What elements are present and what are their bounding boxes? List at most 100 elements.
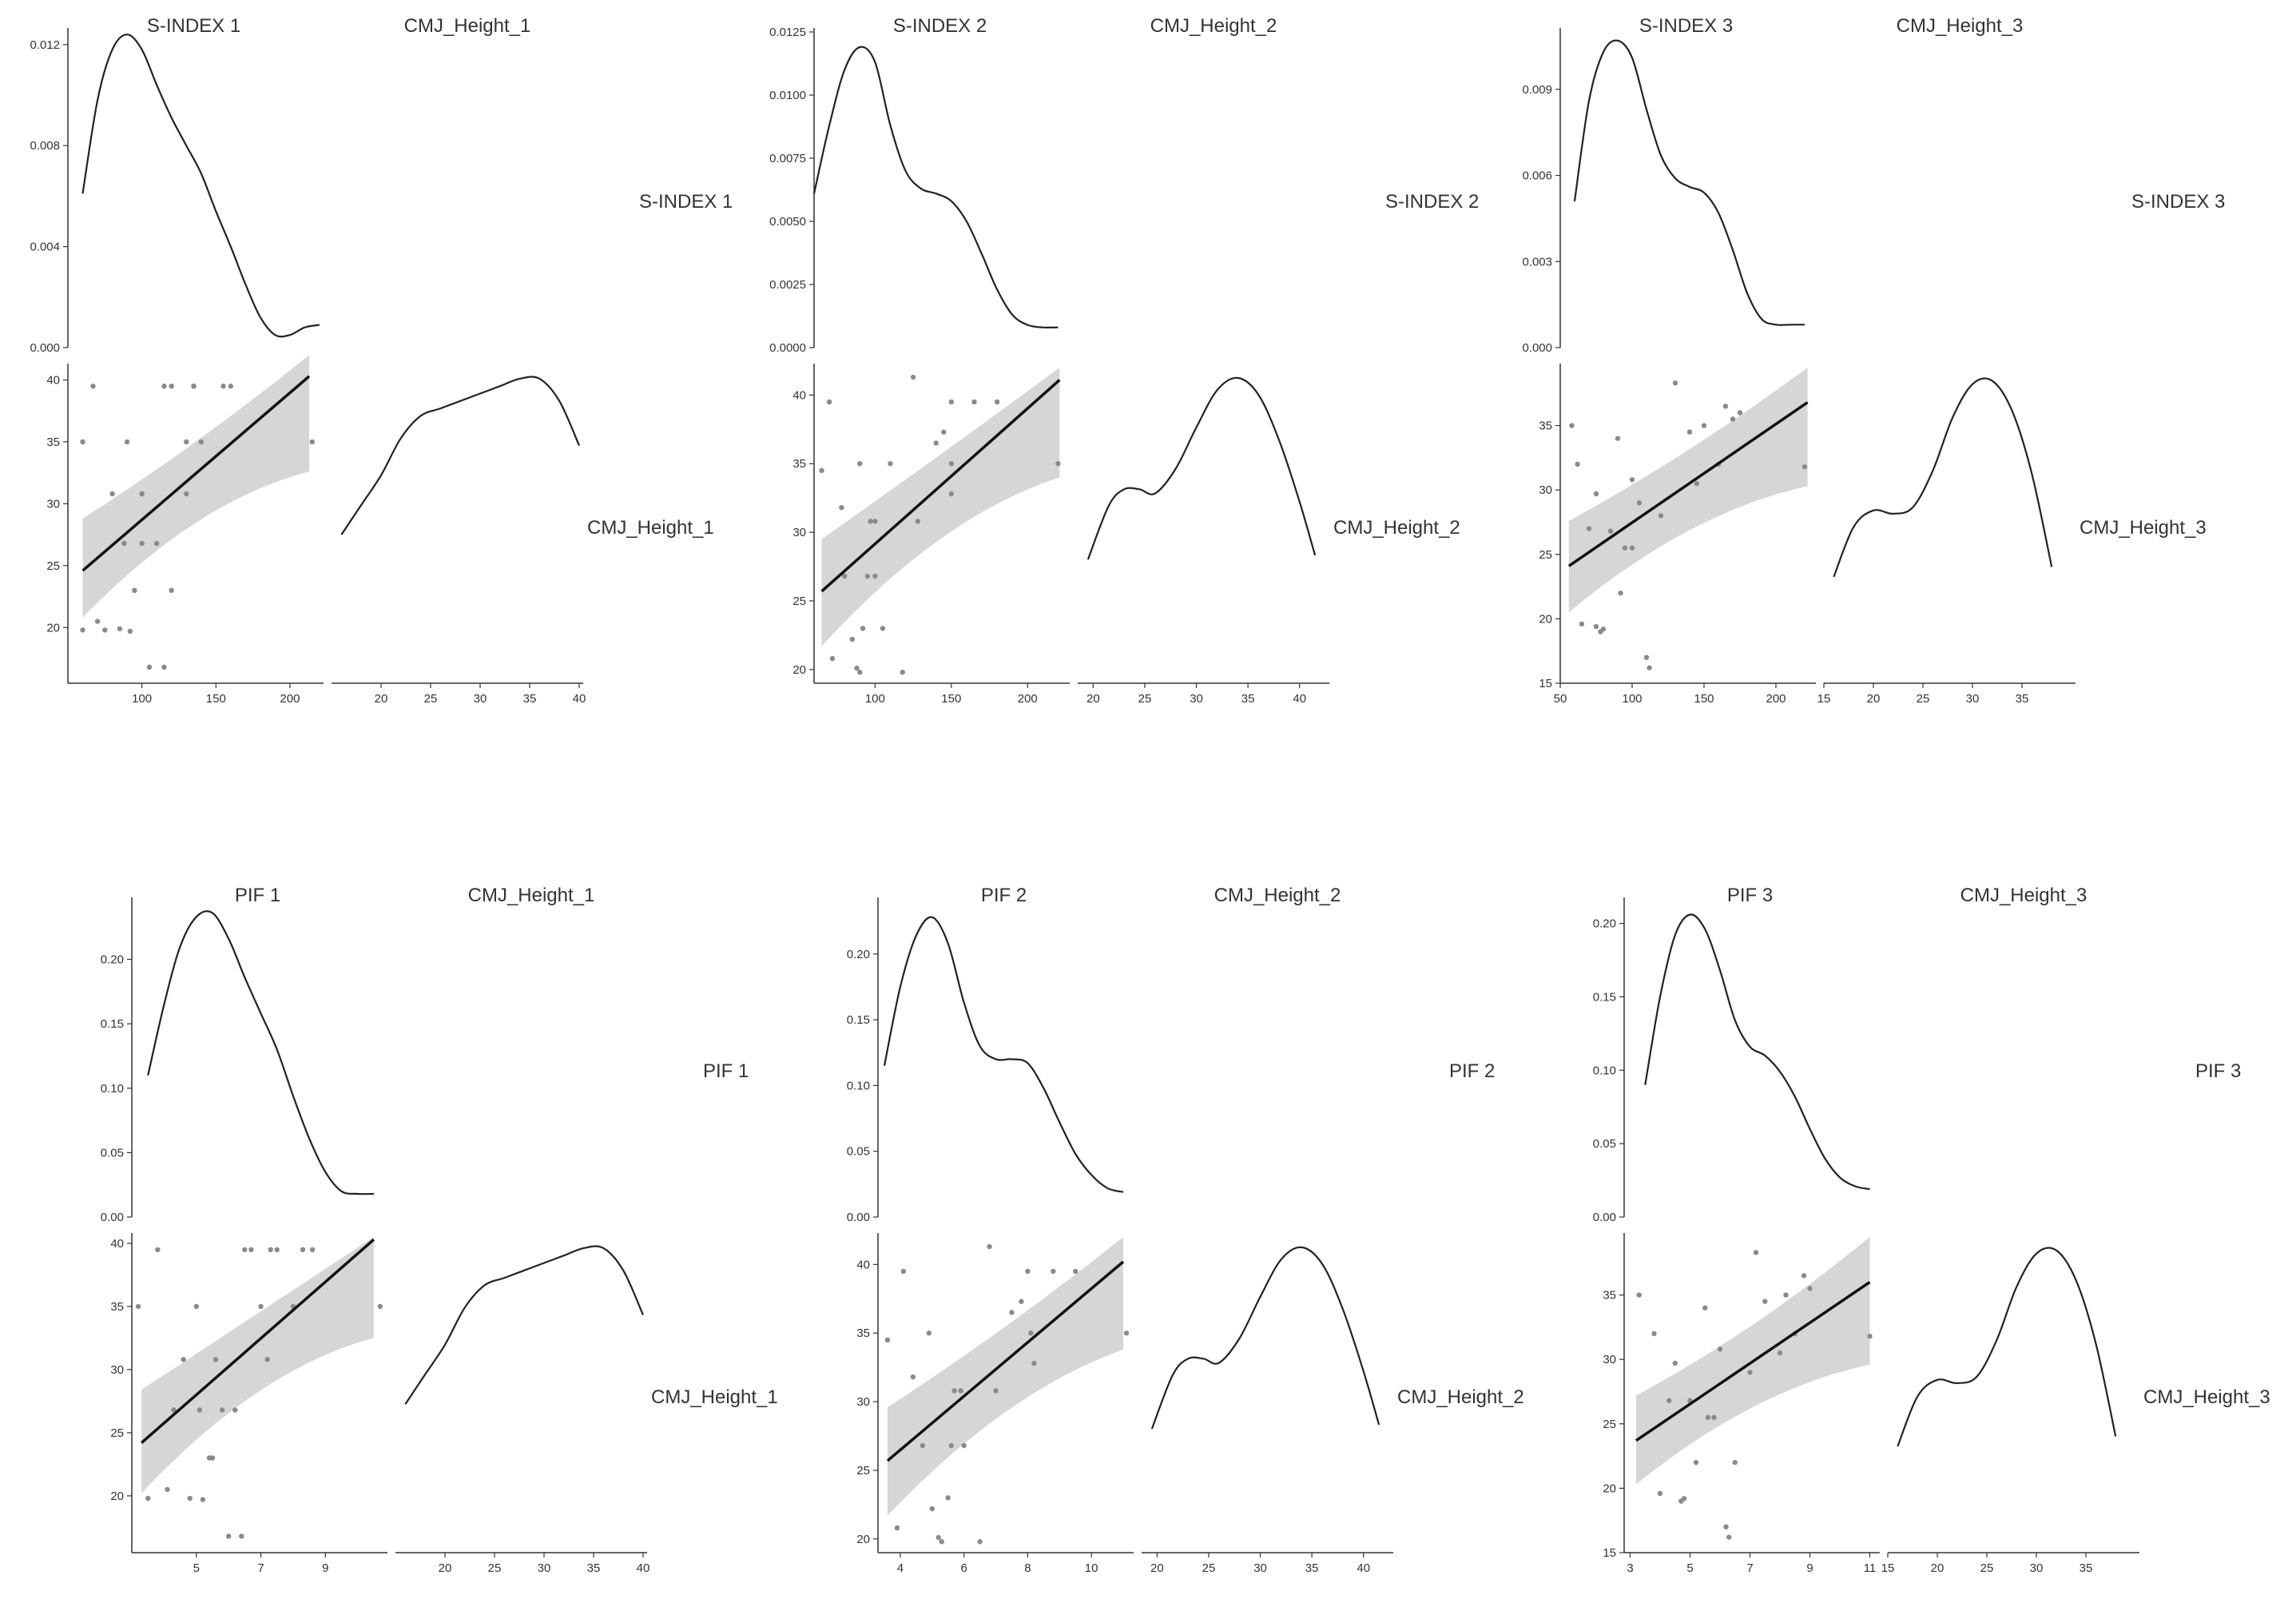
scatter-point — [945, 1495, 951, 1501]
scatter-point — [1025, 1268, 1031, 1275]
scatter-point — [1593, 623, 1599, 630]
row-label-y: CMJ_Height_1 — [651, 1386, 778, 1408]
column-title-x: S-INDEX 3 — [1639, 15, 1733, 37]
scatter-point — [1615, 436, 1621, 441]
y-tick-label: 0.0075 — [769, 152, 806, 165]
scatter-point — [193, 1303, 199, 1310]
scatter-point — [155, 1247, 161, 1252]
scatter-point — [1701, 423, 1707, 428]
regression-line — [140, 1238, 375, 1444]
y-tick-label: 0.0100 — [769, 89, 806, 102]
x-tick-label: 10 — [1085, 1561, 1098, 1575]
scatter-point — [377, 1303, 383, 1310]
scatter-point — [1777, 1350, 1783, 1356]
scatter-point — [169, 384, 174, 389]
scatter-point — [993, 1388, 999, 1394]
scatter-point — [857, 461, 863, 467]
row-label-y: CMJ_Height_3 — [2143, 1386, 2270, 1408]
scatter-point — [1666, 1398, 1672, 1403]
density-curve-x — [812, 46, 1059, 329]
scatter-point — [933, 440, 939, 446]
x-tick-label: 35 — [1305, 1561, 1319, 1575]
scatter-point — [124, 439, 130, 445]
scatter-point — [819, 467, 824, 474]
y-tick-label: 30 — [46, 497, 60, 511]
scatter-point — [1028, 1331, 1034, 1336]
y-tick-label: 0.05 — [101, 1146, 124, 1159]
scatter-point — [1658, 513, 1664, 519]
y-tick-label: 30 — [1539, 483, 1552, 497]
y-tick-label: 0.10 — [847, 1079, 870, 1092]
y-tick-label: 25 — [110, 1426, 124, 1440]
y-tick-label: 0.009 — [1522, 83, 1552, 97]
scatter-point — [181, 1357, 186, 1362]
x-tick-label: 200 — [1766, 692, 1786, 706]
pairplot-group: PIF 3 CMJ_Height_3 PIF 3 CMJ_Height_3 0.00 0.… — [1593, 885, 2270, 1575]
scatter-point — [1073, 1268, 1078, 1275]
y-tick-label: 20 — [792, 663, 806, 677]
density-curve-x — [1644, 913, 1870, 1191]
scatter-point — [1672, 1360, 1678, 1366]
x-tick-label: 25 — [1917, 692, 1930, 706]
scatter-point — [135, 1303, 141, 1310]
row-label-x: PIF 3 — [2195, 1060, 2241, 1082]
scatter-point — [1732, 1459, 1738, 1466]
scatter-point — [1618, 590, 1623, 596]
x-tick-label: 20 — [439, 1561, 452, 1575]
x-tick-label: 3 — [1627, 1561, 1633, 1575]
y-tick-label: 0.000 — [1522, 341, 1552, 355]
scatter-point — [198, 439, 204, 445]
scatter-point — [200, 1497, 206, 1502]
scatter-point — [121, 540, 127, 547]
scatter-point — [1681, 1496, 1687, 1502]
x-tick-label: 35 — [523, 692, 537, 706]
y-tick-label: 30 — [792, 526, 806, 539]
y-tick-label: 0.0000 — [769, 341, 806, 355]
scatter-point — [872, 519, 878, 524]
y-tick-label: 35 — [110, 1300, 124, 1314]
scatter-point — [1569, 423, 1575, 428]
scatter-point — [894, 1525, 900, 1531]
scatter-point — [948, 461, 955, 467]
y-tick-label: 0.006 — [1522, 169, 1552, 183]
y-tick-label: 35 — [856, 1327, 870, 1340]
y-tick-label: 0.00 — [101, 1211, 124, 1224]
x-tick-label: 20 — [1150, 1561, 1164, 1575]
scatter-point — [1575, 461, 1580, 467]
y-tick-label: 35 — [46, 436, 60, 449]
scatter-point — [127, 628, 133, 634]
row-label-y: CMJ_Height_2 — [1397, 1386, 1524, 1408]
y-tick-label: 0.0025 — [769, 278, 806, 292]
scatter-point — [1801, 1273, 1807, 1279]
scatter-point — [1737, 410, 1743, 416]
x-tick-label: 40 — [573, 692, 586, 706]
scatter-point — [935, 1534, 941, 1541]
x-tick-label: 15 — [1817, 692, 1831, 706]
x-tick-label: 40 — [637, 1561, 650, 1575]
scatter-point — [951, 1388, 957, 1394]
scatter-point — [80, 627, 85, 633]
scatter-point — [264, 1357, 270, 1362]
x-tick-label: 150 — [941, 692, 961, 706]
regression-line — [820, 379, 1061, 593]
y-tick-label: 0.00 — [1593, 1211, 1616, 1224]
scatter-point — [948, 491, 955, 497]
scatter-point — [829, 655, 836, 662]
row-label-x: S-INDEX 3 — [2131, 191, 2225, 213]
y-tick-label: 20 — [856, 1533, 870, 1546]
scatter-point — [1723, 1524, 1729, 1529]
y-tick-label: 0.00 — [847, 1211, 870, 1224]
x-tick-label: 30 — [474, 692, 487, 706]
scatter-point — [900, 670, 905, 675]
scatter-point — [1647, 665, 1652, 670]
regression-line — [1635, 1280, 1871, 1442]
scatter-point — [1579, 621, 1585, 627]
scatter-point — [145, 1495, 151, 1502]
scatter-point — [90, 384, 96, 389]
scatter-point — [929, 1506, 935, 1512]
y-tick-label: 0.012 — [30, 38, 60, 52]
scatter-point — [1722, 404, 1729, 409]
scatter-point — [1702, 1305, 1708, 1311]
scatter-point — [854, 665, 860, 671]
y-tick-label: 20 — [1603, 1482, 1616, 1495]
